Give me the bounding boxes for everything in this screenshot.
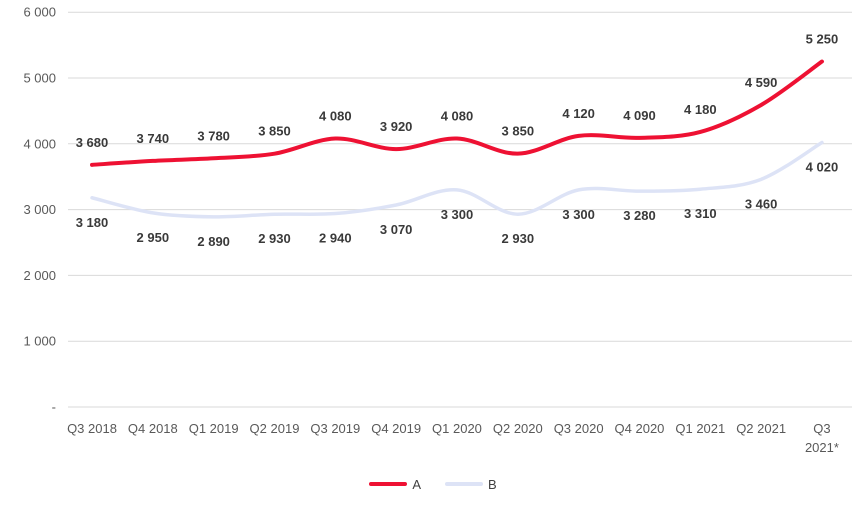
data-label-b: 3 280 <box>623 208 656 223</box>
series-b-line-swatch <box>445 482 483 486</box>
y-axis-tick-label: 1 000 <box>23 334 56 349</box>
data-label-a: 4 180 <box>684 102 717 117</box>
x-axis-tick-label: Q4 2019 <box>371 421 421 436</box>
data-label-a: 4 090 <box>623 108 656 123</box>
data-label-a: 4 080 <box>319 109 352 124</box>
data-label-b: 2 930 <box>502 231 535 246</box>
data-label-a: 3 780 <box>197 128 230 143</box>
data-label-a: 3 920 <box>380 119 413 134</box>
legend-label-a: A <box>412 476 421 492</box>
legend-item-b: B <box>445 477 497 492</box>
data-label-a: 4 590 <box>745 75 778 90</box>
data-label-b: 2 950 <box>137 230 170 245</box>
x-axis-tick-label: Q4 2020 <box>615 421 665 436</box>
data-label-a: 4 080 <box>441 109 474 124</box>
data-label-a: 5 250 <box>806 32 839 47</box>
data-label-b: 2 890 <box>197 234 230 249</box>
data-label-a: 3 680 <box>76 135 109 150</box>
data-label-b: 3 180 <box>76 215 109 230</box>
x-axis-tick-line: Q3 <box>813 421 830 436</box>
y-axis-tick-label: 5 000 <box>23 71 56 86</box>
y-axis-tick-label: 3 000 <box>23 202 56 217</box>
x-axis-tick-label: Q3 2020 <box>554 421 604 436</box>
data-label-b: 3 300 <box>562 207 595 222</box>
y-axis-tick-label: 2 000 <box>23 268 56 283</box>
x-axis-tick-label: Q3 2019 <box>310 421 360 436</box>
series-b-line <box>90 140 824 219</box>
legend: A B <box>0 474 866 494</box>
x-axis-tick-label: Q1 2021 <box>675 421 725 436</box>
x-axis-tick-line: 2021* <box>805 440 839 455</box>
x-axis-tick-label: Q1 2019 <box>189 421 239 436</box>
x-axis-tick-label: Q2 2019 <box>250 421 300 436</box>
data-label-b: 3 300 <box>441 207 474 222</box>
data-label-b: 2 940 <box>319 231 352 246</box>
data-label-b: 3 070 <box>380 222 413 237</box>
legend-label-b: B <box>488 476 497 492</box>
legend-item-a: A <box>369 477 421 492</box>
data-label-b: 3 310 <box>684 206 717 221</box>
x-axis-tick-label: Q4 2018 <box>128 421 178 436</box>
x-axis-tick-label: Q3 2018 <box>67 421 117 436</box>
x-axis-tick-label: Q1 2020 <box>432 421 482 436</box>
x-axis-tick-label: Q2 2020 <box>493 421 543 436</box>
data-label-a: 4 120 <box>562 106 595 121</box>
y-axis-tick-label: 4 000 <box>23 136 56 151</box>
data-label-a: 3 850 <box>258 124 291 139</box>
data-label-b: 4 020 <box>806 159 839 174</box>
y-axis-tick-label: - <box>52 400 56 415</box>
y-axis-tick-label: 6 000 <box>23 5 56 20</box>
plot-area: 6 000 5 000 4 000 3 000 2 000 1 000 -Q3 2018 Q4… <box>23 5 852 455</box>
data-label-b: 3 460 <box>745 196 778 211</box>
series-a-line-swatch <box>369 482 408 486</box>
data-label-b: 2 930 <box>258 231 291 246</box>
x-axis-tick-label: Q2 2021 <box>736 421 786 436</box>
x-axis-tick-label: Q3 2021* <box>805 421 839 455</box>
data-label-a: 3 740 <box>137 131 170 146</box>
series-a-line <box>90 59 824 167</box>
data-label-a: 3 850 <box>502 124 535 139</box>
